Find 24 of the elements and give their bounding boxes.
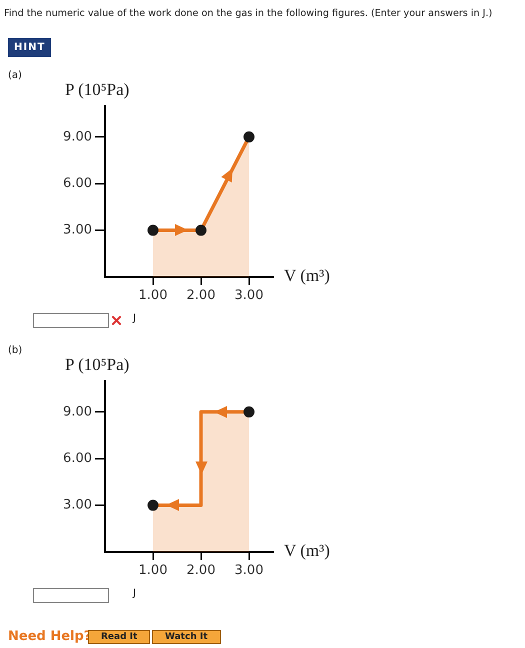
y-tick-label: 6.00 <box>63 450 92 466</box>
text: (a) <box>8 70 22 81</box>
text: J <box>133 313 136 324</box>
text: Read It <box>101 632 138 642</box>
y-tick-label: 3.00 <box>63 222 92 238</box>
x-tick-label: 3.00 <box>234 563 264 578</box>
y-axis-title: P (10⁵Pa) <box>65 355 130 375</box>
y-tick-label: 3.00 <box>63 498 92 513</box>
text: (b) <box>8 345 22 356</box>
text: HINT <box>8 38 52 57</box>
y-tick-label: 9.00 <box>63 129 92 144</box>
y-tick-label: 6.00 <box>63 176 92 191</box>
text: Watch It <box>152 630 221 644</box>
x-axis-title: V (m³) <box>284 541 330 561</box>
text: Find the numeric value of the work done on the gas in the following figures. (Enter your answers in J.) <box>4 8 492 19</box>
y-tick-label: 9.00 <box>63 404 92 420</box>
x-tick-label: 3.00 <box>234 288 264 304</box>
y-axis-title: P (10⁵Pa) <box>65 80 130 100</box>
x-tick-label: 1.00 <box>138 288 168 304</box>
x-tick-label: 2.00 <box>186 563 216 578</box>
x-tick-label: 2.00 <box>186 288 216 304</box>
text: J <box>133 588 136 599</box>
x-tick-label: 1.00 <box>138 563 168 578</box>
x-axis-title: V (m³) <box>284 266 330 286</box>
